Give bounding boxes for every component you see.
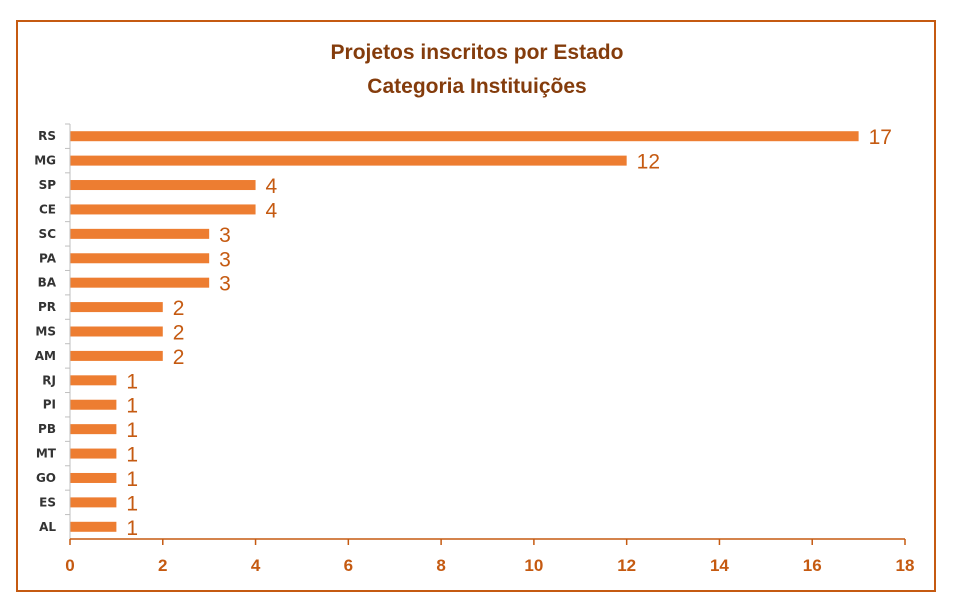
category-label-pb: PB xyxy=(38,422,56,436)
data-label-mt: 1 xyxy=(126,444,138,467)
category-label-am: AM xyxy=(35,349,56,363)
chart-title: Projetos inscritos por Estado xyxy=(331,41,624,64)
x-tick-label-14: 14 xyxy=(710,556,729,575)
category-label-pr: PR xyxy=(38,300,56,314)
data-label-go: 1 xyxy=(126,468,138,491)
bar-pi xyxy=(70,399,117,410)
x-tick-label-18: 18 xyxy=(896,556,915,575)
category-label-ms: MS xyxy=(35,325,56,339)
bar-go xyxy=(70,472,117,483)
chart-frame xyxy=(16,20,936,592)
x-tick-label-10: 10 xyxy=(524,556,543,575)
axes-group: RS MG SP CE SC PA BA PR MS AM RJ PI PB MT GO ES AL 0 2 4 6 8 1… xyxy=(34,123,915,575)
x-tick-label-16: 16 xyxy=(803,556,822,575)
bar-am xyxy=(70,350,163,361)
bar-pb xyxy=(70,424,117,435)
bar-rs xyxy=(70,131,859,142)
data-label-rs: 17 xyxy=(869,126,892,149)
data-label-pr: 2 xyxy=(173,297,185,320)
data-label-pa: 3 xyxy=(219,248,231,271)
data-label-es: 1 xyxy=(126,492,138,515)
bar-mg xyxy=(70,155,627,166)
bar-ms xyxy=(70,326,163,337)
category-label-ba: BA xyxy=(38,276,57,290)
category-label-ce: CE xyxy=(39,202,56,216)
bar-pa xyxy=(70,253,210,264)
bar-sc xyxy=(70,228,210,239)
category-label-sp: SP xyxy=(39,178,57,192)
x-tick-label-8: 8 xyxy=(436,556,445,575)
data-label-pb: 1 xyxy=(126,419,138,442)
data-label-sc: 3 xyxy=(219,224,231,247)
x-tick-label-12: 12 xyxy=(617,556,636,575)
data-label-rj: 1 xyxy=(126,370,138,393)
bar-al xyxy=(70,521,117,532)
bar-ce xyxy=(70,204,256,215)
bar-sp xyxy=(70,180,256,191)
bar-pr xyxy=(70,302,163,313)
x-tick-label-4: 4 xyxy=(251,556,261,575)
data-label-am: 2 xyxy=(173,346,185,369)
category-label-sc: SC xyxy=(39,227,57,241)
category-label-pi: PI xyxy=(43,398,56,412)
data-label-mg: 12 xyxy=(637,151,660,174)
x-tick-label-2: 2 xyxy=(158,556,167,575)
bar-mt xyxy=(70,448,117,459)
x-tick-label-0: 0 xyxy=(65,556,74,575)
data-label-ce: 4 xyxy=(266,199,278,222)
data-label-sp: 4 xyxy=(266,175,278,198)
chart-subtitle: Categoria Instituições xyxy=(367,75,586,98)
category-label-pa: PA xyxy=(39,251,57,265)
category-label-rj: RJ xyxy=(42,373,56,387)
bar-es xyxy=(70,497,117,508)
x-tick-label-6: 6 xyxy=(344,556,353,575)
bar-ba xyxy=(70,277,210,288)
bar-rj xyxy=(70,375,117,386)
category-label-mg: MG xyxy=(34,154,56,168)
category-label-mt: MT xyxy=(36,447,57,461)
category-label-go: GO xyxy=(36,471,56,485)
category-label-rs: RS xyxy=(38,129,56,143)
category-label-al: AL xyxy=(39,520,56,534)
data-label-ms: 2 xyxy=(173,322,185,345)
data-label-al: 1 xyxy=(126,517,138,540)
data-label-pi: 1 xyxy=(126,395,138,418)
category-label-es: ES xyxy=(39,495,56,509)
data-label-ba: 3 xyxy=(219,273,231,296)
